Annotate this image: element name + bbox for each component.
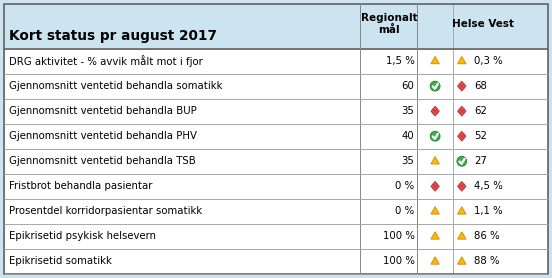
Polygon shape [458,56,466,64]
Bar [453,149,548,174]
Text: 1,5 %: 1,5 % [386,56,415,66]
Text: Gjennomsnitt ventetid behandla PHV: Gjennomsnitt ventetid behandla PHV [9,131,197,141]
Text: 100 %: 100 % [383,257,415,267]
Text: Prosentdel korridorpasientar somatikk: Prosentdel korridorpasientar somatikk [9,206,202,216]
Text: 35: 35 [401,106,415,116]
Text: Kort status pr august 2017: Kort status pr august 2017 [9,29,217,43]
Text: 40: 40 [402,131,415,141]
Text: 68: 68 [474,81,487,91]
Polygon shape [458,257,466,264]
Polygon shape [458,232,466,239]
Text: 0 %: 0 % [395,206,415,216]
Text: Epikrisetid somatikk: Epikrisetid somatikk [9,257,112,267]
Bar [453,224,548,249]
Bar [360,99,417,124]
Bar [417,149,453,174]
Bar [417,49,453,74]
Bar [453,199,548,224]
Text: 0 %: 0 % [395,181,415,191]
Polygon shape [458,182,466,191]
Bar [4,4,360,49]
Polygon shape [458,106,466,116]
Text: 62: 62 [474,106,487,116]
Bar [417,249,453,274]
Text: DRG aktivitet - % avvik målt mot i fjor: DRG aktivitet - % avvik målt mot i fjor [9,55,203,67]
Bar [417,224,453,249]
Text: Fristbrot behandla pasientar: Fristbrot behandla pasientar [9,181,152,191]
Bar [453,124,548,149]
Bar [4,224,360,249]
Polygon shape [431,257,439,264]
Polygon shape [431,182,439,191]
Text: 88 %: 88 % [474,257,500,267]
Bar [417,174,453,199]
Polygon shape [458,131,466,141]
Bar [360,224,417,249]
Bar [360,49,417,74]
Bar [4,174,360,199]
Text: 0,3 %: 0,3 % [474,56,502,66]
Bar [360,174,417,199]
Text: 86 %: 86 % [474,231,500,241]
Text: 1,1 %: 1,1 % [474,206,502,216]
Bar [417,74,453,99]
Bar [453,249,548,274]
Text: Gjennomsnitt ventetid behandla TSB: Gjennomsnitt ventetid behandla TSB [9,156,196,166]
Text: 60: 60 [401,81,415,91]
Bar [360,74,417,99]
Bar [453,49,548,74]
Bar [4,199,360,224]
Bar [417,124,453,149]
Text: 100 %: 100 % [383,231,415,241]
Polygon shape [431,56,439,64]
Circle shape [457,156,467,166]
Text: 52: 52 [474,131,487,141]
Polygon shape [431,106,439,116]
Text: 35: 35 [401,156,415,166]
Bar [4,49,360,74]
Bar [4,74,360,99]
Text: Gjennomsnitt ventetid behandla BUP: Gjennomsnitt ventetid behandla BUP [9,106,197,116]
Polygon shape [431,232,439,239]
Text: Regionalt
mål: Regionalt mål [360,13,417,35]
Bar [453,99,548,124]
Bar [453,74,548,99]
Text: Helse Vest: Helse Vest [452,19,514,29]
Bar [360,249,417,274]
Polygon shape [458,207,466,214]
Bar [4,124,360,149]
Bar [360,4,417,49]
Bar [4,149,360,174]
Circle shape [430,81,440,91]
Bar [453,4,548,49]
Bar [453,174,548,199]
Bar [4,99,360,124]
Bar [360,149,417,174]
Bar [417,199,453,224]
Text: Epikrisetid psykisk helsevern: Epikrisetid psykisk helsevern [9,231,156,241]
Circle shape [430,131,440,141]
Bar [360,124,417,149]
Polygon shape [458,81,466,91]
Bar [417,4,453,49]
Polygon shape [431,207,439,214]
Bar [360,199,417,224]
Bar [4,249,360,274]
Bar [417,99,453,124]
Text: 27: 27 [474,156,487,166]
Text: 4,5 %: 4,5 % [474,181,502,191]
Text: Gjennomsnitt ventetid behandla somatikk: Gjennomsnitt ventetid behandla somatikk [9,81,222,91]
Polygon shape [431,157,439,164]
